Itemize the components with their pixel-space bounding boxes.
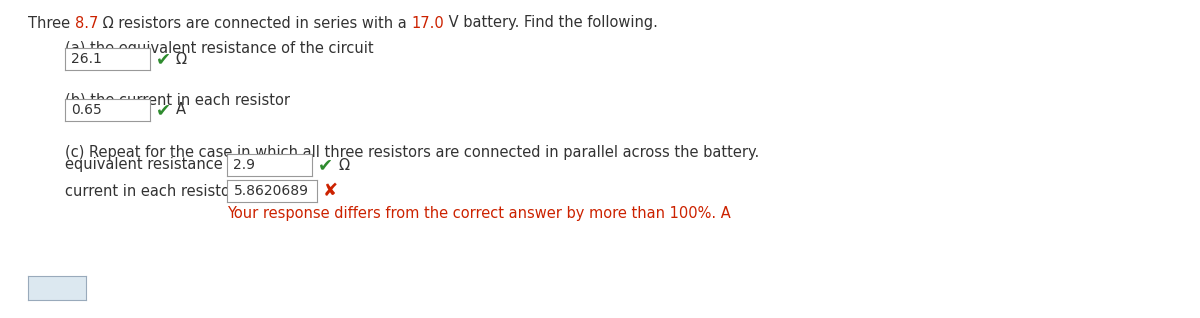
Text: V battery. Find the following.: V battery. Find the following. [444,16,658,31]
Text: A: A [176,102,186,117]
Text: 2.9: 2.9 [233,158,256,172]
Text: ✔: ✔ [156,101,172,119]
Text: current in each resistor: current in each resistor [65,183,236,198]
Text: Ω resistors are connected in series with a: Ω resistors are connected in series with… [98,16,412,31]
Text: ✘: ✘ [323,182,337,200]
Text: 26.1: 26.1 [71,52,102,66]
Text: (a) the equivalent resistance of the circuit: (a) the equivalent resistance of the cir… [65,40,373,56]
Text: 17.0: 17.0 [412,16,444,31]
Text: 0.65: 0.65 [71,103,102,117]
Text: (c) Repeat for the case in which all three resistors are connected in parallel a: (c) Repeat for the case in which all thr… [65,144,760,160]
Text: Ω: Ω [176,52,187,66]
Text: (b) the current in each resistor: (b) the current in each resistor [65,93,290,107]
Text: equivalent resistance: equivalent resistance [65,157,223,172]
Text: Three: Three [28,16,74,31]
Text: Your response differs from the correct answer by more than 100%. A: Your response differs from the correct a… [227,206,731,221]
Text: ✔: ✔ [156,50,172,68]
Text: 5.8620689: 5.8620689 [234,184,308,198]
Text: 8.7: 8.7 [74,16,98,31]
Text: ✔: ✔ [318,156,334,174]
Text: eBook: eBook [34,281,80,294]
Text: Ω: Ω [338,157,349,172]
